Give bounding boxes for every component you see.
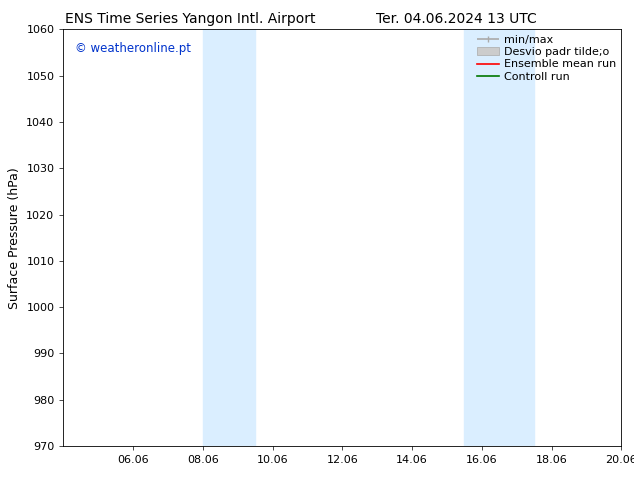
Bar: [464, 29, 534, 446]
Text: Ter. 04.06.2024 13 UTC: Ter. 04.06.2024 13 UTC: [376, 12, 537, 26]
Text: © weatheronline.pt: © weatheronline.pt: [75, 42, 191, 55]
Text: ENS Time Series Yangon Intl. Airport: ENS Time Series Yangon Intl. Airport: [65, 12, 316, 26]
Y-axis label: Surface Pressure (hPa): Surface Pressure (hPa): [8, 167, 21, 309]
Legend: min/max, Desvio padr tilde;o, Ensemble mean run, Controll run: min/max, Desvio padr tilde;o, Ensemble m…: [474, 32, 619, 85]
Bar: [203, 29, 255, 446]
